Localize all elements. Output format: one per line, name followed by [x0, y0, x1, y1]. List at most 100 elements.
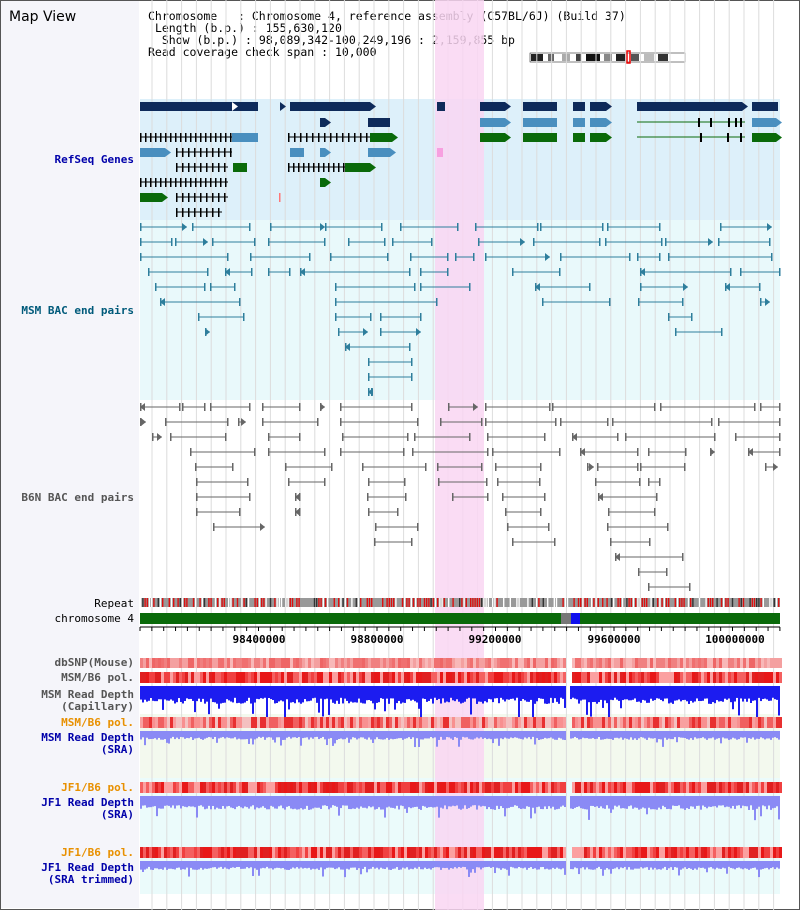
- jf1-sra-trimmed-depth-bar: [162, 861, 164, 870]
- msm-capillary-depth-bar: [520, 686, 522, 701]
- msm-sra-depth-bar: [730, 731, 732, 740]
- b6n-bac-track[interactable]: [140, 403, 781, 591]
- msm-capillary-depth-bar: [184, 686, 186, 701]
- gene-exon: [300, 133, 302, 142]
- b6n-bac-pair: [210, 403, 251, 411]
- msm-sra-depth-bar: [168, 731, 170, 744]
- gene-feature: [320, 118, 331, 127]
- jf1-sra-depth-bar: [668, 796, 670, 809]
- msm-b6-pol-cell: [470, 672, 473, 683]
- dbsnp-cell: [368, 658, 371, 668]
- msm-capillary-depth-bar: [302, 686, 304, 703]
- msm-capillary-depth-bar: [212, 686, 214, 703]
- b6n-bac-pair: [320, 403, 325, 411]
- jf1-b6-pol-cell: [698, 782, 701, 793]
- gene-exon: [354, 133, 356, 142]
- bac-end: [340, 418, 342, 426]
- jf1-b6-pol-2-cell: [197, 847, 200, 858]
- gene-feature: [523, 133, 557, 142]
- gene-block: [290, 102, 370, 111]
- msm-capillary-depth-bar: [410, 686, 412, 701]
- jf1-sra-depth-bar: [232, 796, 234, 809]
- msm-bac-track[interactable]: [140, 223, 781, 396]
- dbsnp-cell: [689, 658, 692, 668]
- jf1-b6-pol-2-cell: [539, 847, 542, 858]
- msm-bac-pair: [420, 283, 471, 291]
- msm-b6-pol-sra-cell: [464, 717, 467, 728]
- gene-exon: [338, 163, 340, 172]
- msm-b6-pol-cell: [230, 672, 233, 683]
- repeat-element: [296, 598, 298, 607]
- msm-sra-depth-bar: [402, 731, 404, 740]
- jf1-b6-pol-cell: [251, 782, 254, 793]
- bac-end: [607, 418, 609, 426]
- msm-b6-pol-cell: [572, 672, 575, 683]
- bac-end: [243, 313, 245, 321]
- variation-tracks[interactable]: [140, 658, 782, 878]
- msm-capillary-depth-bar: [244, 686, 246, 703]
- b6n-bac-pair: [190, 448, 256, 456]
- msm-capillary-depth-bar: [618, 686, 620, 701]
- b6n-bac-label[interactable]: B6N BAC end pairs: [21, 491, 134, 504]
- msm-capillary-depth-bar: [540, 686, 542, 699]
- msm-capillary-depth-bar: [238, 686, 240, 703]
- bac-end: [210, 403, 212, 411]
- jf1-sra-trimmed-depth-bar: [282, 861, 284, 869]
- highlight-region[interactable]: [435, 0, 484, 910]
- msm-bac-pair: [210, 283, 236, 291]
- msm-capillary-depth-bar: [728, 686, 730, 699]
- dbsnp-cell: [296, 658, 299, 668]
- msm-b6-pol-sra-cell: [242, 717, 245, 728]
- bac-end: [436, 298, 438, 306]
- jf1-sra-depth-bar: [156, 796, 158, 817]
- repeat-track[interactable]: [140, 598, 780, 607]
- dbsnp-cell: [716, 658, 719, 668]
- jf1-sra-trimmed-depth-bar: [184, 861, 186, 870]
- dbsnp-cell: [548, 658, 551, 668]
- repeat-element: [318, 598, 320, 607]
- jf1-sra-trimmed-depth-bar: [526, 861, 528, 870]
- bac-end: [340, 448, 342, 456]
- msm-b6-pol-sra-cell: [308, 717, 311, 728]
- msm-sra-depth-bar: [440, 731, 442, 737]
- repeat-element: [738, 598, 740, 607]
- bac-end-arrow: [182, 223, 187, 231]
- chromosome-ideogram[interactable]: [529, 50, 686, 64]
- bac-end: [195, 463, 197, 471]
- jf1-sra-depth-bar: [512, 796, 514, 807]
- chromosome-bar[interactable]: [140, 613, 780, 624]
- dbsnp-cell: [518, 658, 521, 668]
- jf1-sra-trimmed-depth-bar: [668, 861, 670, 869]
- jf1-sra-depth-bar: [178, 796, 180, 806]
- jf1-b6-pol-cell: [329, 782, 332, 793]
- msm-b6-pol-cell: [395, 672, 398, 683]
- jf1-b6-pol-2-cell: [557, 847, 560, 858]
- msm-capillary-depth-bar: [628, 686, 630, 701]
- msm-b6-pol-cell: [722, 672, 725, 683]
- msm-capillary-depth-bar: [446, 686, 448, 702]
- refseq-genes-track[interactable]: [140, 102, 782, 217]
- msm-b6-pol-sra-cell: [188, 717, 191, 728]
- gene-exon: [194, 193, 196, 202]
- gene-exon: [180, 178, 182, 187]
- msm-sra-depth-bar: [262, 731, 264, 737]
- refseq-genes-label[interactable]: RefSeq Genes: [54, 153, 134, 166]
- msm-bac-pair: [720, 223, 772, 231]
- bac-end: [667, 523, 669, 531]
- jf1-b6-pol-cell: [641, 782, 644, 793]
- msm-capillary-depth-bar: [744, 686, 746, 699]
- msm-b6-pol-sra-cell: [392, 717, 395, 728]
- msm-bac-label[interactable]: MSM BAC end pairs: [21, 304, 134, 317]
- jf1-b6-pol-2-cell: [776, 847, 779, 858]
- jf1-sra-trimmed-depth-bar: [588, 861, 590, 870]
- jf1-b6-pol-cell: [158, 782, 161, 793]
- msm-b6-pol-cell: [374, 672, 377, 683]
- gene-feature: [140, 193, 168, 202]
- gene-block: [290, 148, 304, 157]
- jf1-b6-pol-2-cell: [674, 847, 677, 858]
- jf1-sra-depth-bar: [652, 796, 654, 810]
- msm-b6-pol-sra-cell: [710, 717, 713, 728]
- repeat-element: [313, 598, 316, 607]
- bac-end: [384, 238, 386, 246]
